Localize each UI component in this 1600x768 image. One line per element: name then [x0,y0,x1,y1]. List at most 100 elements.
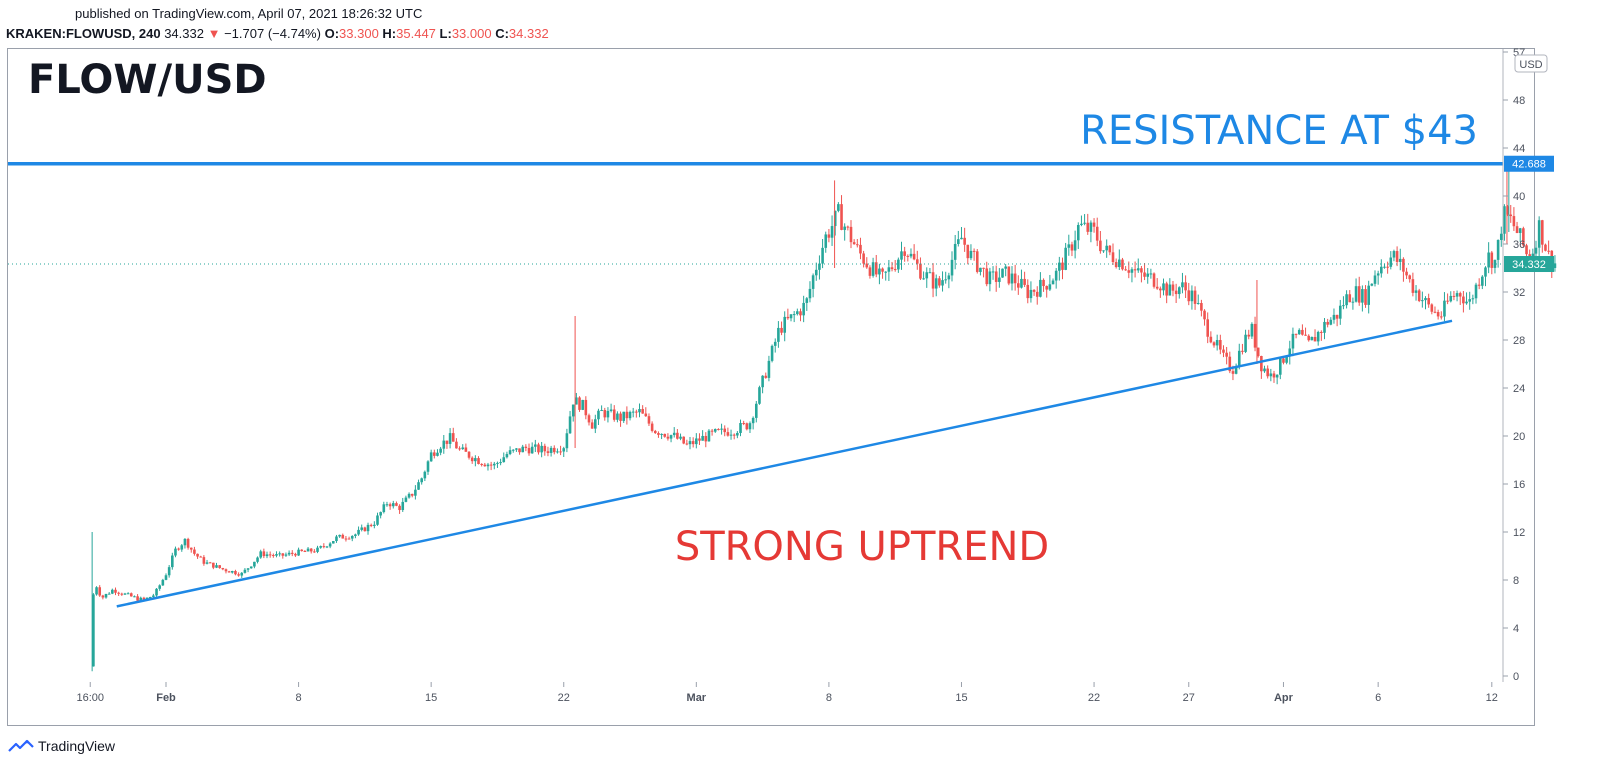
candle-body [366,524,370,532]
candle-body [414,489,417,496]
candle [477,456,480,465]
candle-body [461,447,465,450]
candle [1503,204,1506,241]
candle-body [171,555,174,568]
candle [1045,285,1049,298]
candle-body [1140,268,1143,273]
candle [988,267,992,292]
candle [1361,285,1364,312]
candle-body [660,433,663,435]
candle [1354,278,1358,303]
candle [840,195,843,231]
candle-body [1487,252,1490,268]
candle-body [830,226,834,238]
time-tick-label: 22 [558,692,570,704]
candle [328,542,332,549]
candle-body [196,553,199,557]
candle [1070,241,1074,257]
candle-body [1354,286,1358,302]
candle-body [508,450,512,455]
candle-body [1525,245,1528,255]
candle-body [1035,291,1039,297]
candle-body [489,464,493,466]
candle [739,419,742,437]
candle [98,585,102,597]
candle-body [256,557,259,562]
candle-body [688,441,692,445]
candle-body [982,267,985,269]
candle [808,281,812,303]
candle-body [1307,335,1311,341]
currency-badge[interactable]: USD [1514,54,1548,73]
candle-body [928,272,932,274]
footer-brand[interactable]: TradingView [8,738,115,754]
candle [205,559,209,565]
price-tick-label: 28 [1513,335,1525,347]
candle [524,444,528,452]
candle-body [597,410,600,420]
candle [814,262,818,281]
candle [350,535,354,542]
candle [631,407,635,418]
candle-body [909,253,913,257]
candle [1162,278,1165,296]
candle [1436,309,1440,320]
tradingview-logo-icon [8,739,34,752]
candle [1209,331,1213,344]
candle [249,566,253,569]
candle-body [272,555,275,557]
candle-body [240,572,244,576]
candle [1471,294,1475,305]
candle-body [963,237,966,245]
candle-body [1474,284,1478,299]
candle [420,477,423,485]
resistance-tag-box [1504,155,1554,172]
candle-body [1215,340,1219,346]
time-axis: 16:00 Feb 8 15 22 Mar 8 15 22 27 Apr 6 12 [76,682,1498,704]
candle [1108,245,1112,256]
candle-body [622,411,626,421]
candle [1411,272,1415,297]
candle [1439,311,1443,320]
candle [717,428,720,431]
candle-body [212,562,215,568]
candle [969,244,973,261]
candle [672,427,676,438]
candle-body [972,250,976,252]
candle [1291,327,1295,357]
candle-body [638,409,641,413]
candle-body [404,497,408,502]
candle-body [704,435,708,442]
candle-body [546,451,550,453]
candle-body [849,226,853,243]
candle [1465,292,1468,305]
candle [707,429,711,442]
candle [783,311,787,342]
candle-body [1007,266,1011,284]
last-price-tag-label: 34.332 [1512,259,1546,271]
candle-body [903,251,906,256]
candle-body [1020,278,1023,288]
candle [653,429,657,434]
candle-body [1367,285,1370,305]
candle [474,455,477,467]
candle-body [698,438,701,441]
candle-body [957,239,960,244]
candle-body [341,534,345,539]
tradingview-brand: TradingView [38,738,116,754]
candle-body [117,592,120,594]
candle [805,297,809,311]
candle [736,431,739,439]
candle-body [1458,293,1462,297]
candle [852,239,856,245]
candle [859,237,862,260]
candle [240,571,244,578]
candle [445,440,449,449]
candle [1184,275,1187,299]
candle-body [1316,331,1320,342]
candle-body [1392,251,1396,258]
candle-body [852,242,856,245]
candle-body [1541,220,1544,245]
candle-body [1193,290,1197,304]
